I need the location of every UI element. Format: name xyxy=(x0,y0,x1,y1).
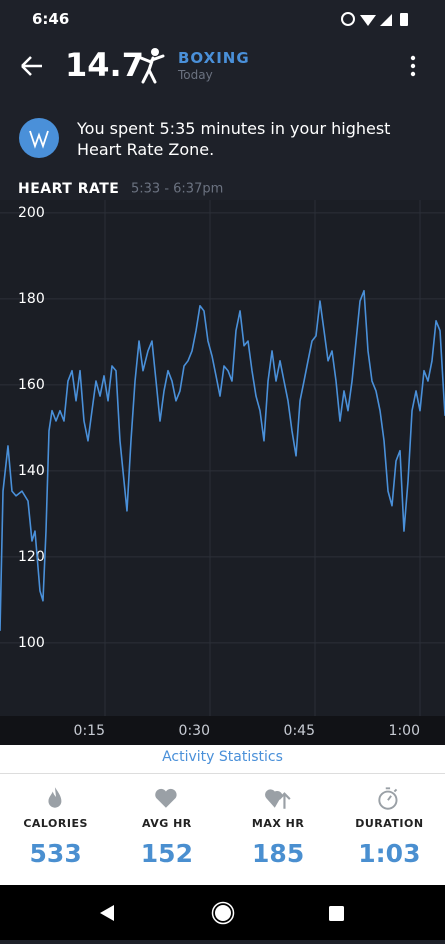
boxer-icon xyxy=(139,48,165,84)
stat-icon xyxy=(265,789,291,809)
stat-label: MAX HR xyxy=(251,817,305,830)
x-tick-label: 0:45 xyxy=(284,723,315,739)
nav-home-ring xyxy=(211,901,235,925)
nav-back[interactable] xyxy=(100,905,114,921)
x-tick-label: 0:15 xyxy=(74,723,105,739)
stats-row: CALORIES 533 AVG HR 152 MAX HR 185 DURATION 1:0… xyxy=(0,775,445,885)
nav-recent[interactable] xyxy=(329,906,344,921)
y-tick-label: 100 xyxy=(18,635,45,651)
nav-buttons xyxy=(100,901,344,925)
activity-name: BOXING xyxy=(178,49,250,67)
stat: AVG HR 152 xyxy=(111,775,222,885)
status-icons xyxy=(341,12,408,26)
chart-subtitle: 5:33 - 6:37pm xyxy=(131,182,223,197)
y-tick-label: 180 xyxy=(18,291,45,307)
stat: MAX HR 185 xyxy=(223,775,334,885)
stat-value: 533 xyxy=(29,839,82,868)
stat-label: CALORIES xyxy=(23,817,88,830)
nav-home[interactable] xyxy=(213,903,233,923)
activity-date: Today xyxy=(178,68,213,82)
stat-value: 185 xyxy=(252,839,305,868)
stat-value: 1:03 xyxy=(358,839,421,868)
score: 14.7 xyxy=(65,46,144,84)
x-tick-label: 0:30 xyxy=(179,723,210,739)
plot-bg xyxy=(0,200,445,716)
nav-bar xyxy=(0,885,445,940)
chart: HEART RATE 5:33 - 6:37pm 100 120 140 160 180… xyxy=(0,181,445,745)
stats-title: Activity Statistics xyxy=(162,749,283,765)
zone-message: You spent 5:35 minutes in your highest H… xyxy=(77,119,391,159)
stat: CALORIES 533 xyxy=(0,775,111,885)
stat-icon xyxy=(155,788,177,808)
divider xyxy=(0,773,445,774)
stat-label: AVG HR xyxy=(141,817,192,830)
status-time: 6:46 xyxy=(32,10,70,28)
menu[interactable] xyxy=(405,54,421,78)
stat-value: 152 xyxy=(140,839,193,868)
coach-icon xyxy=(19,118,59,158)
x-axis-strip xyxy=(0,716,445,745)
y-tick-label: 160 xyxy=(18,377,45,393)
y-tick-label: 200 xyxy=(18,205,45,221)
stat-label: DURATION xyxy=(355,817,424,830)
chart-title: HEART RATE xyxy=(18,181,119,197)
back-arrow[interactable] xyxy=(18,54,46,78)
stats-panel: Activity Statistics CALORIES 533 AVG HR 152… xyxy=(0,745,445,885)
y-tick-label: 120 xyxy=(18,549,45,565)
y-tick-label: 140 xyxy=(18,463,45,479)
heart-rate-line xyxy=(0,289,445,631)
stat-icon xyxy=(378,787,398,810)
x-tick-label: 1:00 xyxy=(389,723,420,739)
stat: DURATION 1:03 xyxy=(334,775,445,885)
stat-icon xyxy=(48,787,62,808)
